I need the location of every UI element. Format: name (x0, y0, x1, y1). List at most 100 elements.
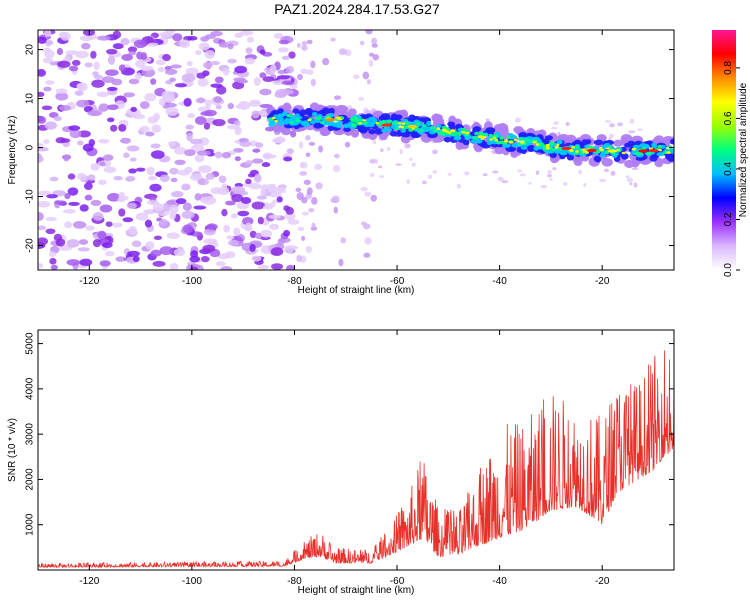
spectrogram-cell (186, 60, 193, 67)
spectrogram-cell (38, 116, 47, 124)
spectrogram-cell (294, 113, 300, 118)
spectrogram-cell (318, 145, 324, 153)
spectrogram-cell (185, 81, 194, 86)
spectrogram-cell (273, 32, 284, 39)
spectrogram-cell (447, 121, 456, 127)
spectrogram-cell (666, 151, 671, 154)
spectrogram-cell (379, 133, 388, 141)
spectrogram-cell (335, 123, 343, 129)
spectrogram-cell (268, 119, 275, 125)
spectrogram-cell (246, 36, 254, 43)
spectrogram-cell (556, 143, 560, 147)
spectrogram-cell (193, 205, 207, 210)
spectrogram-cell (461, 130, 466, 134)
spectrogram-cell (169, 204, 179, 214)
spectrogram-cell (50, 264, 58, 270)
spectrogram-cell (554, 145, 559, 149)
spectrogram-cell (375, 122, 380, 125)
spectrogram-cell (338, 258, 344, 267)
spectrogram-cell (557, 131, 561, 136)
colorbar-gradient (712, 30, 736, 270)
spectrogram-cell (276, 75, 290, 80)
spectrogram-cell (371, 43, 378, 48)
spectrogram-cell (474, 131, 479, 136)
spectrogram-cell (665, 153, 674, 160)
spectrogram-cell (145, 241, 155, 250)
spectrogram-cell (194, 116, 207, 125)
spectrogram-cell (338, 48, 347, 56)
spectrogram-cell (102, 154, 114, 161)
spectrogram-cell (431, 113, 443, 122)
spectrogram-cell (128, 225, 137, 235)
spectrogram-cell (447, 172, 452, 176)
spectrogram-cell (578, 169, 583, 175)
spectrogram-cell (257, 216, 264, 225)
spectrogram-cell (234, 156, 241, 162)
spectrogram-cell (508, 141, 514, 144)
spectrogram-cell (107, 192, 121, 202)
spectrogram-cell (150, 249, 162, 257)
spectrogram-cell (545, 146, 550, 150)
spectrogram-cell (283, 156, 293, 162)
spectrogram-cell (316, 116, 322, 121)
spectrogram-cell (231, 193, 244, 203)
spectrogram-cell (213, 96, 223, 103)
spectrogram-cell (607, 137, 613, 141)
spectrogram-cell (210, 61, 221, 66)
spectrogram-cell (212, 118, 226, 127)
spectrogram-cell (107, 86, 118, 91)
spectrogram-cell (249, 182, 262, 190)
spectrogram-cell (486, 139, 493, 146)
spectrogram-cell (260, 229, 273, 238)
spectrogram-cell (301, 235, 306, 241)
spectrogram-cell (96, 91, 110, 98)
spectrogram-cell (44, 40, 54, 45)
spectrogram-cell (170, 177, 178, 183)
spectrogram-cell (533, 146, 540, 151)
spectrogram-cell (300, 161, 308, 169)
spectrogram-cell (535, 143, 540, 146)
spectrogram-cell (357, 126, 364, 132)
spectrogram-cell (540, 184, 548, 189)
spectrogram-cell (76, 172, 87, 181)
spectrogram-cell (44, 30, 52, 37)
spectrogram-cell (84, 194, 93, 201)
spectrogram-cell (174, 83, 187, 88)
colorbar-tick-label: 0.6 (723, 111, 734, 125)
spectrogram-cell (274, 119, 278, 123)
spectrogram-cell (620, 153, 629, 160)
spectrogram-cell (231, 185, 246, 194)
spectrogram-cell (223, 224, 231, 233)
spectrogram-cell (609, 123, 615, 128)
spectrogram-cell (195, 50, 202, 56)
spectrogram-cell (210, 83, 223, 88)
spectrogram-cell (610, 170, 616, 176)
spectrogram-cell (149, 183, 162, 192)
spectrogram-cell (112, 43, 124, 50)
spectrogram-cell (546, 174, 553, 178)
spectrogram-cell (242, 216, 254, 226)
x-tick-label: -100 (182, 576, 202, 587)
spectrogram-cell (77, 140, 84, 146)
x-tick-label: -120 (79, 576, 99, 587)
spectrogram-cells (38, 30, 674, 270)
spectrogram-cell (99, 260, 111, 267)
spectrogram-cell (309, 120, 316, 125)
spectrogram-cell (120, 37, 130, 46)
spectrogram-cell (122, 217, 134, 223)
spectrogram-cell (616, 148, 620, 151)
spectrogram-cell (379, 148, 384, 152)
spectrogram-cell (49, 251, 57, 258)
spectrogram-cell (277, 47, 289, 53)
spectrogram-cell (76, 99, 90, 108)
spectrogram-cell (187, 113, 196, 119)
spectrogram-cell (535, 170, 540, 175)
spectrogram-cell (118, 124, 127, 132)
spectrogram-cell (626, 177, 634, 183)
spectrogram-cell (132, 255, 140, 263)
spectrogram-cell (472, 135, 478, 140)
spectrogram-cell (38, 200, 51, 208)
snr-panel: -120 -100 -80 -60 -40 -20 1000 2000 3000 4000 500… (7, 329, 675, 596)
spectrogram-cell (216, 85, 227, 95)
